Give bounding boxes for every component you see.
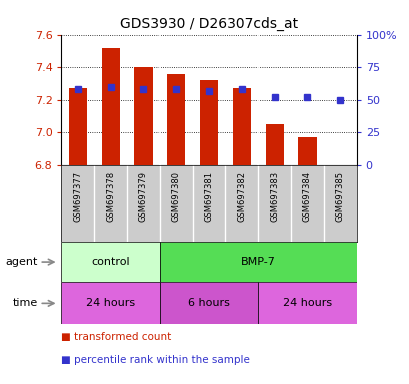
Bar bbox=[232, 88, 250, 165]
Text: GSM697383: GSM697383 bbox=[270, 171, 279, 222]
Text: control: control bbox=[91, 257, 130, 267]
Text: GSM697384: GSM697384 bbox=[302, 171, 311, 222]
Bar bbox=[61, 282, 160, 324]
Bar bbox=[160, 242, 356, 282]
Text: GSM697378: GSM697378 bbox=[106, 171, 115, 222]
Text: time: time bbox=[13, 298, 38, 308]
Text: GSM697381: GSM697381 bbox=[204, 171, 213, 222]
Text: GSM697385: GSM697385 bbox=[335, 171, 344, 222]
Text: 24 hours: 24 hours bbox=[86, 298, 135, 308]
Bar bbox=[258, 282, 356, 324]
Text: ■ transformed count: ■ transformed count bbox=[61, 332, 171, 342]
Text: ■ percentile rank within the sample: ■ percentile rank within the sample bbox=[61, 355, 250, 365]
Bar bbox=[265, 124, 283, 165]
Title: GDS3930 / D26307cds_at: GDS3930 / D26307cds_at bbox=[120, 17, 297, 31]
Text: GSM697382: GSM697382 bbox=[237, 171, 246, 222]
Text: GSM697377: GSM697377 bbox=[73, 171, 82, 222]
Text: 24 hours: 24 hours bbox=[282, 298, 331, 308]
Bar bbox=[200, 80, 218, 165]
Text: GSM697379: GSM697379 bbox=[139, 171, 148, 222]
Bar bbox=[101, 48, 119, 165]
Text: agent: agent bbox=[5, 257, 38, 267]
Bar bbox=[298, 137, 316, 165]
Bar bbox=[167, 74, 185, 165]
Bar bbox=[134, 67, 152, 165]
Text: GSM697380: GSM697380 bbox=[171, 171, 180, 222]
Text: 6 hours: 6 hours bbox=[188, 298, 229, 308]
Bar bbox=[69, 88, 87, 165]
Bar bbox=[160, 282, 258, 324]
Text: BMP-7: BMP-7 bbox=[240, 257, 275, 267]
Bar bbox=[61, 242, 160, 282]
